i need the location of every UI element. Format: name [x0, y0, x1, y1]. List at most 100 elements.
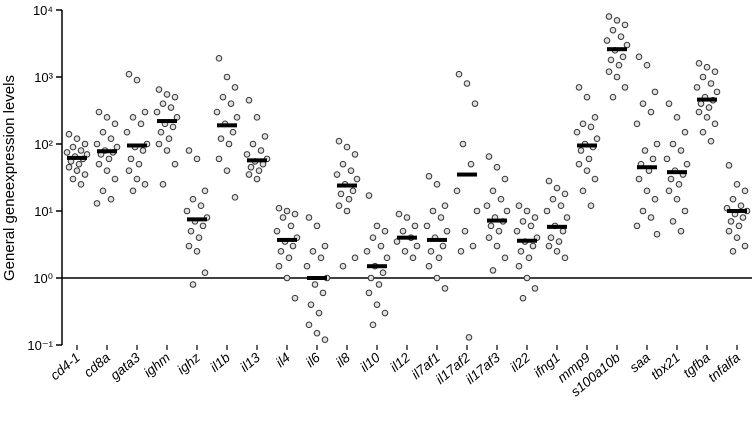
data-point — [727, 218, 735, 225]
data-point — [153, 108, 161, 116]
category-label: cd8a — [81, 349, 113, 380]
data-point — [167, 104, 175, 111]
data-point — [369, 234, 377, 241]
data-point — [523, 207, 531, 215]
y-axis-title: General geneexpression levels — [1, 75, 18, 281]
data-point — [673, 114, 681, 121]
data-point — [699, 128, 707, 136]
data-point — [287, 222, 295, 230]
data-point — [339, 262, 347, 270]
data-point — [63, 149, 71, 156]
data-point — [261, 133, 269, 140]
data-point — [733, 181, 741, 188]
data-point — [349, 187, 357, 195]
data-point — [643, 187, 651, 195]
data-point — [69, 143, 77, 151]
data-point — [215, 55, 223, 62]
data-point — [667, 175, 675, 183]
median-bar — [277, 237, 297, 242]
data-point — [489, 267, 497, 274]
data-point — [165, 135, 173, 142]
data-point — [703, 114, 711, 121]
data-point — [65, 163, 73, 171]
data-point — [647, 108, 655, 116]
data-point — [309, 248, 317, 255]
data-point — [471, 100, 479, 107]
data-point — [711, 68, 719, 75]
data-point — [467, 160, 475, 168]
data-point — [343, 143, 351, 151]
data-point — [513, 227, 521, 235]
data-point — [737, 202, 745, 209]
data-point — [111, 175, 119, 183]
y-tick-label: 10¹ — [34, 204, 53, 219]
data-point — [171, 93, 179, 101]
data-point — [633, 222, 641, 230]
data-point — [319, 289, 327, 297]
data-point — [493, 163, 501, 171]
data-point — [403, 214, 411, 221]
data-point — [697, 100, 705, 107]
data-point — [725, 227, 733, 235]
data-point — [245, 96, 253, 104]
data-point — [699, 73, 707, 81]
data-point — [369, 321, 377, 329]
data-point — [401, 248, 409, 255]
data-point — [243, 151, 251, 158]
data-point — [81, 171, 89, 178]
data-point — [381, 309, 389, 317]
median-bar — [157, 119, 177, 124]
data-point — [609, 93, 617, 101]
data-point — [677, 147, 685, 154]
data-point — [339, 160, 347, 168]
y-tick-label: 10³ — [34, 70, 53, 85]
data-point — [739, 214, 747, 221]
data-point — [615, 61, 623, 69]
data-point — [289, 242, 297, 250]
category-label: il13 — [237, 349, 263, 374]
data-point — [675, 181, 683, 188]
data-point — [381, 227, 389, 235]
median-bar — [517, 238, 537, 243]
data-point — [125, 70, 133, 78]
data-point — [621, 84, 629, 91]
data-point — [603, 37, 611, 44]
data-point — [65, 130, 73, 138]
data-point — [605, 13, 613, 20]
data-point — [73, 135, 81, 142]
data-point — [585, 155, 593, 163]
data-point — [613, 17, 621, 24]
data-point — [257, 147, 265, 154]
data-point — [639, 207, 647, 215]
data-point — [613, 73, 621, 81]
data-point — [443, 227, 451, 235]
category-label: il6 — [303, 349, 323, 369]
data-point — [303, 262, 311, 270]
data-point — [647, 214, 655, 221]
data-point — [439, 242, 447, 250]
data-point — [163, 147, 171, 154]
data-point — [545, 177, 553, 185]
data-point — [93, 200, 101, 207]
data-point — [95, 160, 103, 168]
data-point — [707, 137, 715, 145]
category-label: il17af3 — [463, 350, 503, 387]
data-point — [399, 227, 407, 235]
data-point — [695, 108, 703, 116]
data-point — [335, 137, 343, 145]
data-point — [425, 172, 433, 180]
data-point — [583, 93, 591, 101]
data-point — [453, 187, 461, 195]
data-point — [337, 190, 345, 198]
median-bar — [487, 218, 507, 223]
data-point — [333, 171, 341, 178]
data-point — [643, 61, 651, 69]
category-label: ighm — [141, 350, 173, 380]
data-point — [729, 195, 737, 203]
data-point — [543, 207, 551, 215]
data-point — [665, 187, 673, 195]
data-point — [77, 181, 85, 188]
data-point — [411, 222, 419, 230]
data-point — [677, 227, 685, 235]
data-point — [311, 281, 319, 288]
